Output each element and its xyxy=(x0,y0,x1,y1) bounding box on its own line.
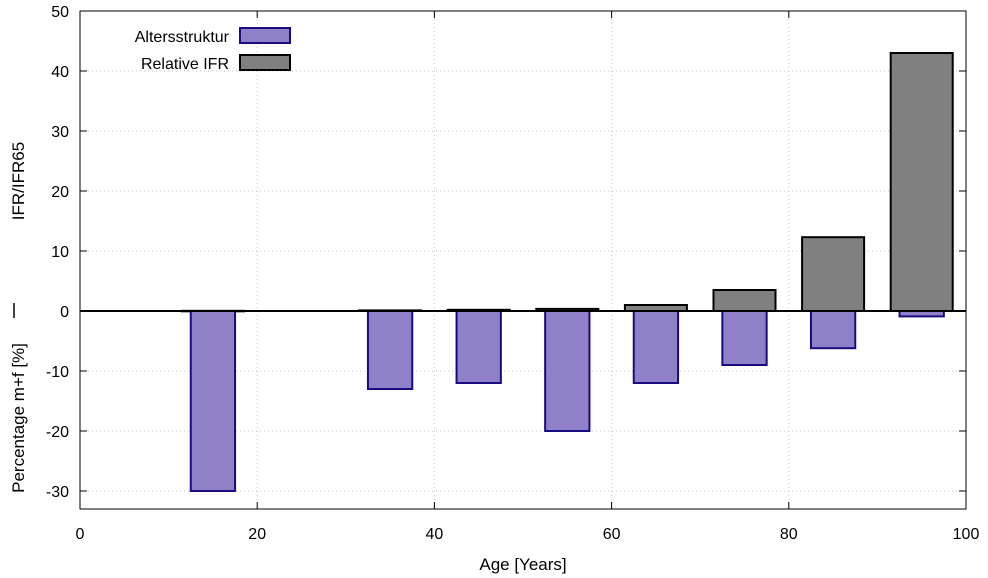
altersstruktur-bar xyxy=(455,310,502,384)
relative-ifr-bar xyxy=(801,236,866,312)
y-tick-label: 0 xyxy=(60,304,69,321)
y-axis-label-bottom: Percentage m+f [%] xyxy=(9,343,28,493)
x-tick-label: 100 xyxy=(953,526,980,543)
grid xyxy=(80,11,966,509)
altersstruktur-bar xyxy=(544,310,591,432)
relative-ifr-bar xyxy=(889,52,954,312)
y-tick-label: 20 xyxy=(51,184,69,201)
x-tick-label: 80 xyxy=(780,526,798,543)
y-tick-label: -30 xyxy=(46,484,69,501)
altersstruktur-bar xyxy=(809,310,857,350)
x-tick-label: 0 xyxy=(76,526,85,543)
y-tick-label: 30 xyxy=(51,124,69,141)
legend-label: Altersstruktur xyxy=(135,29,230,46)
plot-frame xyxy=(79,10,967,510)
y-tick-label: 10 xyxy=(51,244,69,261)
legend-label: Relative IFR xyxy=(141,56,229,73)
altersstruktur-bar xyxy=(632,310,680,384)
altersstruktur-bar xyxy=(366,310,414,390)
x-tick-label: 20 xyxy=(248,526,266,543)
x-tick-label: 40 xyxy=(426,526,444,543)
x-tick-label: 60 xyxy=(603,526,621,543)
x-axis-label: Age [Years] xyxy=(479,555,566,574)
legend: Altersstruktur Relative IFR xyxy=(135,27,291,73)
relative-ifr-bar xyxy=(712,289,777,312)
legend-swatch xyxy=(239,27,291,44)
y-tick-label: 50 xyxy=(51,4,69,21)
relative-ifr-bars xyxy=(180,52,954,313)
legend-swatch xyxy=(239,54,291,71)
altersstruktur-bar xyxy=(721,310,768,366)
ticks: 0 20 40 60 80 100 -30 -20 -10 0 10 20 30 40 50 xyxy=(46,4,980,543)
altersstruktur-bar xyxy=(189,310,237,492)
altersstruktur-bars xyxy=(189,310,945,492)
y-axis-label-top: IFR/IFR65 xyxy=(9,142,28,220)
y-tick-label: -10 xyxy=(46,364,69,381)
y-tick-label: 40 xyxy=(51,64,69,81)
y-tick-label: -20 xyxy=(46,424,69,441)
